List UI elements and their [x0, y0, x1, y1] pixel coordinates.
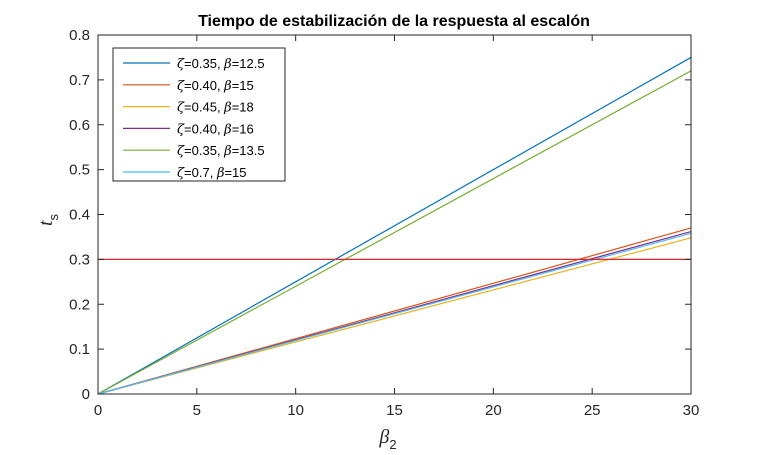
x-tick-label: 5 — [193, 402, 201, 419]
y-tick-label: 0 — [82, 386, 90, 403]
legend-beta-symbol: β — [216, 166, 225, 181]
y-axis-label: ts — [35, 213, 61, 226]
y-tick-label: 0.2 — [69, 296, 90, 313]
x-tick-label: 15 — [386, 402, 403, 419]
legend-items: ζ=0.35, β=12.5ζ=0.40, β=15ζ=0.45, β=18ζ=… — [123, 56, 265, 181]
x-tick-label: 0 — [94, 402, 102, 419]
legend: ζ=0.35, β=12.5ζ=0.40, β=15ζ=0.45, β=18ζ=… — [112, 47, 286, 182]
x-axis-label-subscript: 2 — [389, 437, 396, 452]
legend-zeta-symbol: ζ — [177, 101, 185, 116]
legend-zeta-symbol: ζ — [177, 144, 185, 159]
legend-label-3: ζ=0.45, β=18 — [177, 100, 254, 116]
legend-beta-value: =12.5 — [232, 56, 265, 71]
legend-box — [112, 47, 286, 182]
legend-zeta-symbol: ζ — [177, 57, 185, 72]
legend-zeta-value: =0.7, — [184, 165, 217, 180]
legend-beta-value: =13.5 — [232, 143, 265, 158]
y-axis-label-symbol: t — [35, 220, 57, 226]
legend-beta-value: =16 — [232, 121, 254, 136]
legend-label-6: ζ=0.7, β=15 — [177, 165, 247, 181]
legend-zeta-symbol: ζ — [177, 79, 185, 94]
legend-zeta-value: =0.40, — [184, 78, 224, 93]
legend-beta-symbol: β — [223, 79, 232, 94]
y-tick-label: 0.7 — [69, 72, 90, 89]
x-tick-label: 10 — [287, 402, 304, 419]
x-tick-label: 25 — [584, 402, 601, 419]
legend-zeta-symbol: ζ — [177, 122, 185, 137]
legend-beta-symbol: β — [223, 57, 232, 72]
x-tick-label: 20 — [485, 402, 502, 419]
y-axis-label-group: ts — [35, 213, 61, 226]
series-layer — [97, 56, 692, 395]
y-tick-label: 0.8 — [69, 27, 90, 44]
legend-zeta-value: =0.40, — [184, 121, 224, 136]
legend-zeta-value: =0.35, — [184, 143, 224, 158]
y-tick-label: 0.1 — [69, 341, 90, 358]
legend-zeta-symbol: ζ — [177, 166, 185, 181]
x-axis-label-symbol: β — [378, 426, 389, 448]
legend-beta-symbol: β — [223, 144, 232, 159]
ticks-layer: 0 5 10 15 20 25 30 0 0.1 0.2 0.3 0.4 0.5 0.6 0.7 0.8 — [69, 27, 699, 419]
legend-beta-value: =18 — [232, 100, 254, 115]
series-line-5 — [97, 70, 692, 395]
x-axis-label: β2 — [378, 426, 396, 452]
series-line-6 — [97, 232, 692, 395]
legend-beta-value: =15 — [224, 165, 246, 180]
series-line-3 — [97, 237, 692, 395]
chart-title: Tiempo de estabilización de la respuesta… — [198, 13, 590, 30]
legend-zeta-value: =0.35, — [184, 56, 224, 71]
y-tick-label: 0.3 — [69, 251, 90, 268]
y-tick-label: 0.4 — [69, 207, 90, 224]
legend-label-1: ζ=0.35, β=12.5 — [177, 56, 265, 72]
legend-label-4: ζ=0.40, β=16 — [177, 121, 254, 137]
legend-label-2: ζ=0.40, β=15 — [177, 78, 254, 94]
y-tick-label: 0.6 — [69, 117, 90, 134]
x-tick-label: 30 — [683, 402, 700, 419]
legend-zeta-value: =0.45, — [184, 100, 224, 115]
y-axis-label-subscript: s — [46, 213, 61, 220]
legend-label-5: ζ=0.35, β=13.5 — [177, 143, 265, 159]
legend-beta-symbol: β — [223, 101, 232, 116]
series-line-1 — [97, 56, 692, 395]
y-tick-label: 0.5 — [69, 162, 90, 179]
legend-beta-value: =15 — [232, 78, 254, 93]
legend-beta-symbol: β — [223, 122, 232, 137]
